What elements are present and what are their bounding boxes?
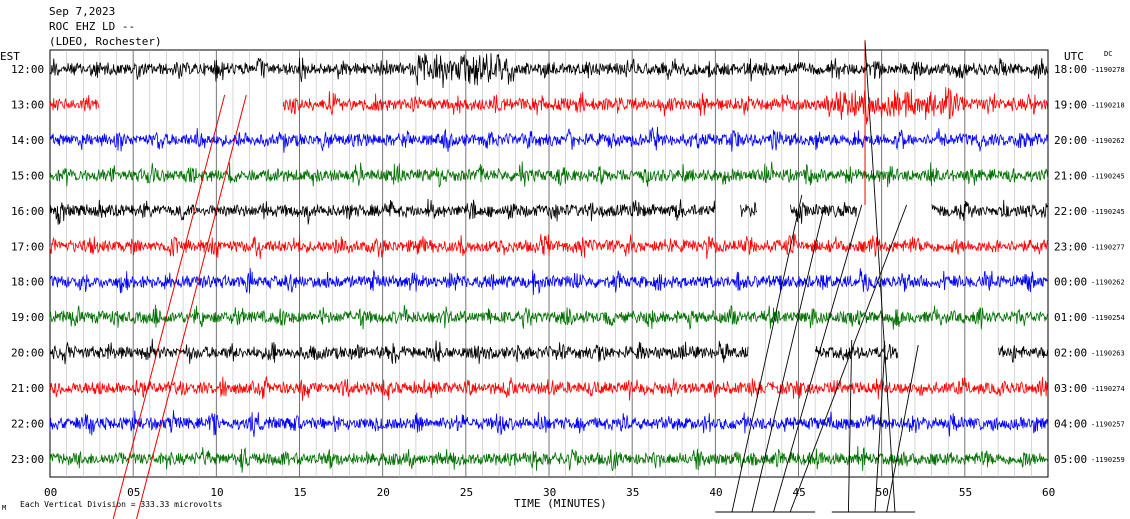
x-tick-label: 25 bbox=[460, 486, 473, 499]
event-line bbox=[136, 94, 247, 519]
left-hour-label: 13:00 bbox=[11, 98, 44, 111]
dc-offset-label: -1190262 bbox=[1091, 279, 1125, 287]
right-hour-label: 23:00 bbox=[1054, 240, 1087, 253]
dc-offset-label: -1190259 bbox=[1091, 456, 1125, 464]
right-hour-label: 02:00 bbox=[1054, 347, 1087, 360]
x-tick-label: 00 bbox=[44, 486, 57, 499]
trace-line bbox=[49, 376, 1049, 401]
right-hour-label: 18:00 bbox=[1054, 63, 1087, 76]
right-hour-label: 05:00 bbox=[1054, 453, 1087, 466]
right-hour-labels: 18:00 -1190278 19:00 -1190218 20:00 -1190262 2… bbox=[1054, 63, 1125, 466]
dc-offset-label: -1190245 bbox=[1091, 172, 1125, 180]
left-hour-label: 17:00 bbox=[11, 240, 44, 253]
trace-line bbox=[49, 53, 1049, 89]
x-tick-label: 20 bbox=[377, 486, 390, 499]
trace-line bbox=[49, 161, 1049, 188]
dc-offset-label: -1190262 bbox=[1091, 137, 1125, 145]
right-hour-label: 01:00 bbox=[1054, 311, 1087, 324]
dc-offset-label: -1190254 bbox=[1091, 314, 1125, 322]
left-hour-label: 16:00 bbox=[11, 205, 44, 218]
left-hour-label: 23:00 bbox=[11, 453, 44, 466]
event-line bbox=[874, 344, 886, 513]
right-hour-label: 00:00 bbox=[1054, 276, 1087, 289]
trace-group bbox=[49, 53, 1049, 473]
left-hour-label: 20:00 bbox=[11, 347, 44, 360]
dc-offset-label: -1190218 bbox=[1091, 101, 1125, 109]
left-timezone-label: EST bbox=[0, 50, 20, 63]
x-tick-label: 55 bbox=[959, 486, 972, 499]
right-hour-label: 21:00 bbox=[1054, 169, 1087, 182]
x-tick-labels: 00 05 10 15 20 25 30 35 40 45 50 55 60 bbox=[44, 486, 1055, 499]
x-axis-label: TIME (MINUTES) bbox=[514, 497, 607, 510]
x-tick-label: 05 bbox=[127, 486, 140, 499]
x-tick-label: 60 bbox=[1042, 486, 1055, 499]
trace-line bbox=[49, 338, 1049, 365]
dc-offset-label: -1190277 bbox=[1091, 243, 1125, 251]
event-line bbox=[731, 194, 803, 513]
event-line bbox=[864, 41, 896, 513]
event-line bbox=[847, 339, 853, 513]
dc-offset-label: -1190278 bbox=[1091, 66, 1125, 74]
dc-offset-label: -1190245 bbox=[1091, 208, 1125, 216]
x-tick-label: 40 bbox=[709, 486, 722, 499]
event-line bbox=[773, 204, 863, 513]
event-lines bbox=[112, 40, 919, 519]
left-hour-label: 21:00 bbox=[11, 382, 44, 395]
left-hour-label: 15:00 bbox=[11, 169, 44, 182]
header-date: Sep 7,2023 bbox=[49, 5, 115, 18]
event-line bbox=[751, 209, 824, 513]
trace-line bbox=[49, 410, 1049, 438]
right-hour-label: 20:00 bbox=[1054, 134, 1087, 147]
right-timezone-label: UTC bbox=[1064, 50, 1084, 63]
trace-line bbox=[49, 304, 1049, 330]
event-line bbox=[789, 204, 908, 513]
trace-line bbox=[49, 198, 1049, 225]
left-hour-label: 19:00 bbox=[11, 311, 44, 324]
left-hour-label: 12:00 bbox=[11, 63, 44, 76]
right-hour-label: 04:00 bbox=[1054, 418, 1087, 431]
event-line bbox=[112, 94, 226, 519]
x-tick-label: 15 bbox=[294, 486, 307, 499]
right-hour-label: 22:00 bbox=[1054, 205, 1087, 218]
x-tick-label: 45 bbox=[793, 486, 806, 499]
dc-offset-label: -1190263 bbox=[1091, 350, 1125, 358]
x-tick-label: 35 bbox=[626, 486, 639, 499]
scale-note: Each Vertical Division = 333.33 microvol… bbox=[20, 500, 222, 509]
right-hour-label: 03:00 bbox=[1054, 382, 1087, 395]
left-hour-label: 18:00 bbox=[11, 276, 44, 289]
trace-line bbox=[49, 126, 1049, 153]
left-hour-label: 14:00 bbox=[11, 134, 44, 147]
dc-label: DC bbox=[1104, 50, 1112, 58]
minute-gridlines bbox=[66, 50, 1032, 477]
event-line bbox=[886, 344, 919, 513]
right-hour-label: 19:00 bbox=[1054, 98, 1087, 111]
x-tick-label: 10 bbox=[210, 486, 223, 499]
corner-mark: M bbox=[2, 504, 6, 512]
header-station: ROC EHZ LD -- bbox=[49, 20, 135, 33]
trace-line bbox=[49, 233, 1049, 260]
left-hour-labels: 12:00 13:00 14:00 15:00 16:00 17:00 18:00 19:00… bbox=[11, 63, 44, 466]
dc-offset-label: -1190257 bbox=[1091, 421, 1125, 429]
x-tick-label: 30 bbox=[543, 486, 556, 499]
trace-line bbox=[49, 446, 1049, 473]
trace-line bbox=[49, 268, 1049, 295]
trace-line bbox=[49, 87, 1049, 125]
x-tick-label: 50 bbox=[876, 486, 889, 499]
dc-offset-label: -1190274 bbox=[1091, 385, 1125, 393]
header-network: (LDEO, Rochester) bbox=[49, 35, 162, 48]
left-hour-label: 22:00 bbox=[11, 418, 44, 431]
